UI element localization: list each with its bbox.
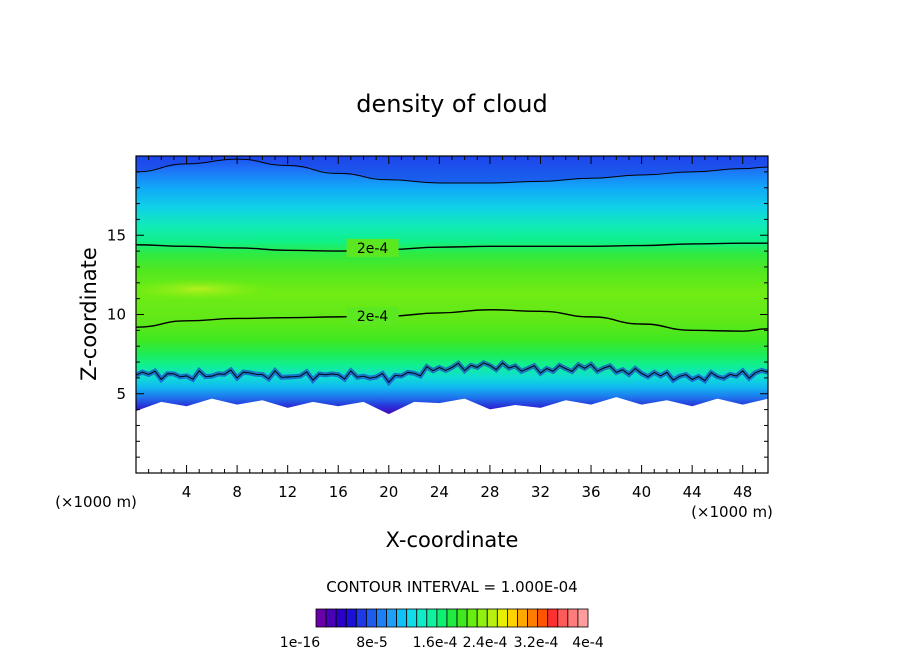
contour-top	[136, 158, 768, 184]
contour-interval: CONTOUR INTERVAL = 1.000E-04	[326, 578, 577, 596]
colorbar-label: 4e-4	[572, 635, 604, 651]
colorbar-label: 3.2e-4	[514, 635, 559, 651]
colorbar-swatch	[537, 608, 549, 628]
colorbar-swatch	[436, 608, 448, 628]
y-tick-label: 5	[116, 385, 126, 403]
colorbar-swatch	[396, 608, 408, 628]
contour-label-bg	[346, 307, 399, 326]
colorbar-swatch	[365, 608, 377, 628]
colorbar-swatch	[517, 608, 528, 628]
colorbar-swatch	[456, 608, 468, 628]
plot-area: 2e-4 2e-4	[136, 156, 768, 473]
colorbar-swatch	[567, 608, 579, 628]
colorbar-swatch	[376, 608, 387, 628]
max-density-region	[136, 278, 270, 301]
top-band	[136, 156, 768, 183]
colorbar-swatch	[577, 608, 589, 628]
x-axis-label: X-coordinate	[386, 528, 519, 552]
colorbar-swatch	[335, 608, 347, 628]
contour-label: 2e-4	[357, 241, 389, 257]
colorbar-swatch	[386, 608, 397, 628]
colorbar-swatch	[466, 608, 478, 628]
x-tick-label: 8	[232, 483, 242, 501]
cloud-free-region	[136, 397, 768, 473]
contour-2e-4-lower	[136, 309, 768, 332]
x-tick-label: 48	[733, 483, 752, 501]
colorbar-swatch	[416, 608, 428, 628]
colorbar-swatch	[476, 608, 488, 628]
x-tick-label: 40	[632, 483, 651, 501]
colorbar: 1e-16 8e-5 1.6e-4 2.4e-4 3.2e-4 4e-4	[280, 608, 604, 651]
x-tick-label: 12	[278, 483, 297, 501]
colorbar-swatch	[446, 608, 458, 628]
y-tick-label: 15	[107, 226, 126, 244]
x-unit-left: (×1000 m)	[55, 493, 137, 511]
colorbar-swatch	[486, 608, 498, 628]
x-tick-label: 4	[182, 483, 192, 501]
colorbar-label: 8e-5	[356, 635, 387, 651]
colorbar-label: 1e-16	[280, 635, 320, 651]
x-tick-label: 44	[683, 483, 702, 501]
colorbar-label: 2.4e-4	[463, 635, 508, 651]
colorbar-swatch	[426, 608, 438, 628]
colorbar-swatch	[345, 608, 357, 628]
y-tick-label: 10	[107, 306, 126, 324]
contour-label-bg	[346, 238, 399, 257]
colorbar-swatch	[527, 608, 539, 628]
colorbar-swatch	[315, 608, 327, 628]
x-tick-label: 28	[480, 483, 499, 501]
x-tick-label: 32	[531, 483, 550, 501]
colorbar-swatch	[496, 608, 508, 628]
x-tick-label: 24	[430, 483, 449, 501]
y-axis-label: Z-coordinate	[77, 247, 101, 381]
colorbar-swatch	[557, 608, 569, 628]
x-tick-label: 20	[379, 483, 398, 501]
contour-edge	[136, 362, 768, 383]
colorbar-swatch	[406, 608, 418, 628]
colorbar-swatch	[355, 608, 367, 628]
colorbar-label: 1.6e-4	[413, 635, 458, 651]
contour-2e-4-upper	[136, 242, 768, 252]
x-unit-right: (×1000 m)	[691, 503, 773, 521]
colorbar-swatch	[547, 608, 559, 628]
x-tick-label: 36	[581, 483, 600, 501]
chart-title: density of cloud	[356, 90, 547, 118]
colorbar-swatch	[507, 608, 518, 628]
contour-label: 2e-4	[357, 309, 389, 325]
colorbar-swatch	[325, 608, 337, 628]
x-tick-label: 16	[329, 483, 348, 501]
